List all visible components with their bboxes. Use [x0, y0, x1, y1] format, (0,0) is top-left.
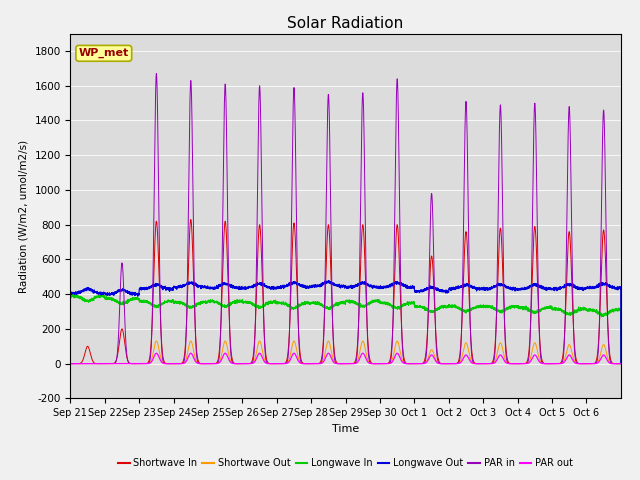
Longwave In [180, 301, 188, 307]
Line: Shortwave Out: Shortwave Out [70, 341, 621, 364]
Legend: Shortwave In, Shortwave Out, Longwave In, Longwave Out, PAR in, PAR out: Shortwave In, Shortwave Out, Longwave In… [114, 455, 577, 472]
Longwave Out [538, 286, 546, 291]
PAR in [67, 361, 74, 367]
PAR out [497, 352, 504, 358]
Shortwave Out [538, 360, 546, 366]
Shortwave In [67, 361, 74, 367]
Shortwave Out [396, 346, 403, 351]
Shortwave In [538, 357, 546, 362]
Longwave Out [617, 361, 625, 367]
Longwave Out [324, 278, 332, 284]
PAR in [366, 360, 374, 365]
Longwave Out [67, 291, 74, 297]
PAR out [180, 360, 188, 366]
Text: WP_met: WP_met [79, 48, 129, 59]
Shortwave Out [152, 338, 160, 344]
PAR out [366, 360, 374, 366]
Shortwave In [180, 352, 188, 358]
Longwave Out [366, 283, 374, 288]
Shortwave Out [366, 360, 374, 366]
Longwave In [497, 310, 504, 315]
PAR in [396, 201, 403, 207]
PAR in [538, 360, 546, 365]
Longwave Out [396, 281, 403, 287]
PAR in [617, 361, 625, 367]
Line: Longwave In: Longwave In [70, 294, 621, 364]
Shortwave Out [524, 360, 531, 366]
PAR out [396, 354, 403, 360]
PAR in [524, 360, 531, 365]
Line: Longwave Out: Longwave Out [70, 281, 621, 364]
Shortwave In [366, 357, 374, 363]
Longwave Out [524, 284, 531, 290]
Shortwave In [524, 357, 531, 363]
Shortwave Out [180, 359, 188, 365]
Line: Shortwave In: Shortwave In [70, 219, 621, 364]
Shortwave Out [497, 340, 504, 346]
Longwave In [524, 306, 531, 312]
Longwave Out [497, 281, 504, 287]
Shortwave Out [67, 361, 74, 367]
Shortwave In [497, 226, 504, 231]
PAR out [524, 360, 531, 366]
PAR out [152, 350, 160, 356]
PAR in [180, 356, 188, 361]
X-axis label: Time: Time [332, 424, 359, 433]
PAR out [617, 361, 625, 367]
Shortwave Out [617, 361, 625, 367]
Longwave Out [180, 283, 188, 289]
Shortwave In [617, 361, 625, 367]
Line: PAR out: PAR out [70, 353, 621, 364]
PAR out [67, 361, 74, 367]
Longwave In [538, 306, 546, 312]
Longwave In [97, 291, 105, 297]
Longwave In [67, 294, 74, 300]
PAR in [152, 71, 160, 76]
Longwave In [366, 300, 374, 305]
Line: PAR in: PAR in [70, 73, 621, 364]
Shortwave In [396, 266, 403, 272]
Shortwave In [187, 216, 195, 222]
Y-axis label: Radiation (W/m2, umol/m2/s): Radiation (W/m2, umol/m2/s) [19, 139, 29, 293]
Longwave In [617, 361, 625, 367]
Title: Solar Radiation: Solar Radiation [287, 16, 404, 31]
Longwave In [396, 304, 403, 310]
PAR out [538, 360, 546, 366]
PAR in [497, 103, 504, 109]
